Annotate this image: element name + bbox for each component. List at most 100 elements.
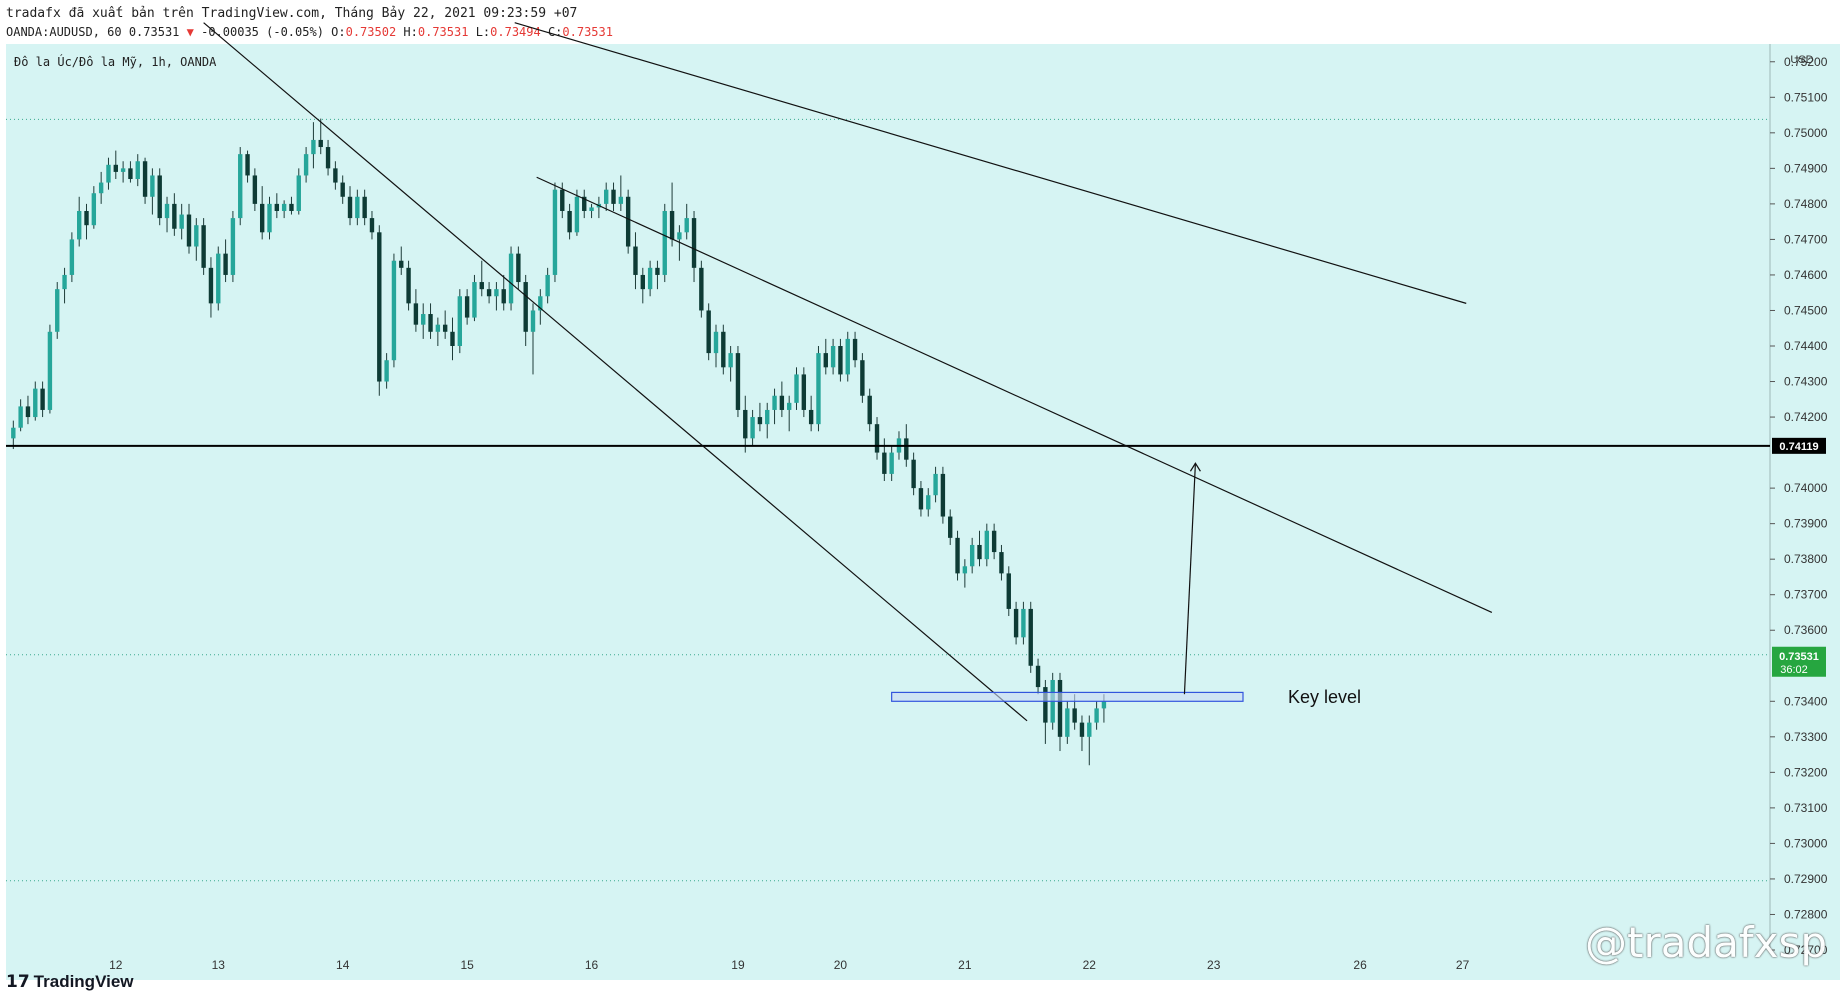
candle [816, 346, 821, 432]
y-tick-label: 0.73400 [1784, 694, 1828, 708]
candle [435, 317, 441, 346]
candle-body [259, 203, 265, 233]
candle-body [442, 324, 448, 332]
candle [325, 139, 331, 176]
horizontal-level-badge [1772, 437, 1826, 454]
candle [830, 338, 836, 375]
symbol-ohlc-line: OANDA:AUDUSD, 60 0.73531 ▼ -0.00035 (-0.… [6, 25, 613, 39]
candle-body [852, 338, 858, 361]
y-tick-label: 0.74000 [1784, 481, 1828, 495]
candle [838, 338, 843, 382]
key-level-zone[interactable] [891, 691, 1244, 702]
horizontal-level-label: 0.74119 [1779, 441, 1818, 453]
candle [230, 210, 236, 283]
time-axis[interactable] [6, 950, 1840, 980]
candle [604, 182, 609, 211]
candle [999, 544, 1004, 581]
candle [135, 154, 140, 187]
candle [640, 267, 645, 304]
candle [691, 210, 697, 283]
candle [406, 260, 411, 311]
candle-body [318, 139, 323, 148]
publish-line: tradafx đã xuất bản trên TradingView.com… [6, 6, 578, 21]
trendline-1[interactable] [536, 176, 1493, 614]
candle-body [208, 267, 214, 304]
candle [611, 182, 616, 211]
candle [442, 310, 448, 339]
candle-body [794, 374, 799, 403]
candle [977, 530, 982, 567]
candle [713, 324, 719, 368]
plot-area[interactable] [6, 44, 1770, 950]
candle-body [779, 395, 785, 410]
candle-body [750, 417, 755, 439]
candle [69, 232, 75, 283]
candle [801, 367, 807, 418]
tradingview-logo[interactable]: 17 TradingView [6, 972, 134, 992]
bar-countdown-label: 36:02 [1780, 664, 1808, 676]
candle [772, 388, 777, 425]
candle [464, 289, 470, 325]
candle [252, 168, 258, 211]
candle [574, 189, 580, 236]
candle-body [91, 193, 97, 226]
candle [223, 239, 228, 283]
candle-body [633, 246, 638, 275]
candle-body [743, 409, 748, 439]
candle-body [1057, 679, 1063, 737]
candle-body [1028, 608, 1033, 666]
current-price-label: 0.73531 [1779, 651, 1819, 663]
candle [333, 161, 338, 190]
candle-body [538, 296, 543, 311]
trendline-2[interactable] [514, 22, 1467, 304]
candle-body [655, 267, 660, 275]
watermark-text: @tradafxsp [1585, 918, 1828, 967]
candle-body [142, 161, 148, 197]
candle-body [113, 164, 118, 172]
candle-body [69, 239, 75, 275]
candle-body [1079, 722, 1085, 737]
candle-body [691, 218, 697, 268]
candle [633, 232, 638, 290]
candle [216, 246, 221, 311]
candle [1057, 672, 1063, 752]
candle [340, 175, 345, 204]
x-tick-label: 22 [1083, 958, 1097, 972]
candle [677, 225, 682, 261]
candle-body [845, 338, 850, 375]
candle [669, 182, 675, 247]
x-tick-label: 23 [1207, 958, 1221, 972]
candle [472, 274, 477, 322]
candle-body [735, 353, 741, 410]
low-value: 0.73494 [490, 25, 541, 39]
y-tick-label: 0.74200 [1784, 410, 1828, 424]
candle-body [296, 175, 301, 211]
projection-arrow-shaft[interactable] [1183, 463, 1197, 695]
y-tick-label: 0.72700 [1784, 943, 1828, 957]
candle-body [435, 324, 441, 332]
projection-arrow-head [1189, 462, 1201, 472]
candle [259, 186, 265, 240]
candle [589, 203, 594, 219]
candle-body [757, 417, 763, 425]
candle-body [457, 296, 463, 346]
candle [808, 395, 814, 432]
x-tick-label: 26 [1353, 958, 1367, 972]
candle-body [647, 267, 653, 290]
candle-body [786, 402, 792, 410]
y-tick-label: 0.73100 [1784, 801, 1828, 815]
candle [164, 196, 170, 233]
candle-body [830, 346, 836, 368]
trendline-0[interactable] [203, 22, 1028, 722]
x-tick-label: 19 [731, 958, 745, 972]
candle-body [47, 331, 53, 410]
x-tick-label: 14 [336, 958, 350, 972]
candle-body [486, 289, 492, 297]
x-tick-label: 15 [460, 958, 474, 972]
author-watermark: @tradafxsp [1585, 918, 1827, 967]
price-axis[interactable] [1770, 44, 1840, 950]
candle [874, 417, 880, 460]
candle [1065, 701, 1070, 744]
candle-body [179, 214, 184, 229]
